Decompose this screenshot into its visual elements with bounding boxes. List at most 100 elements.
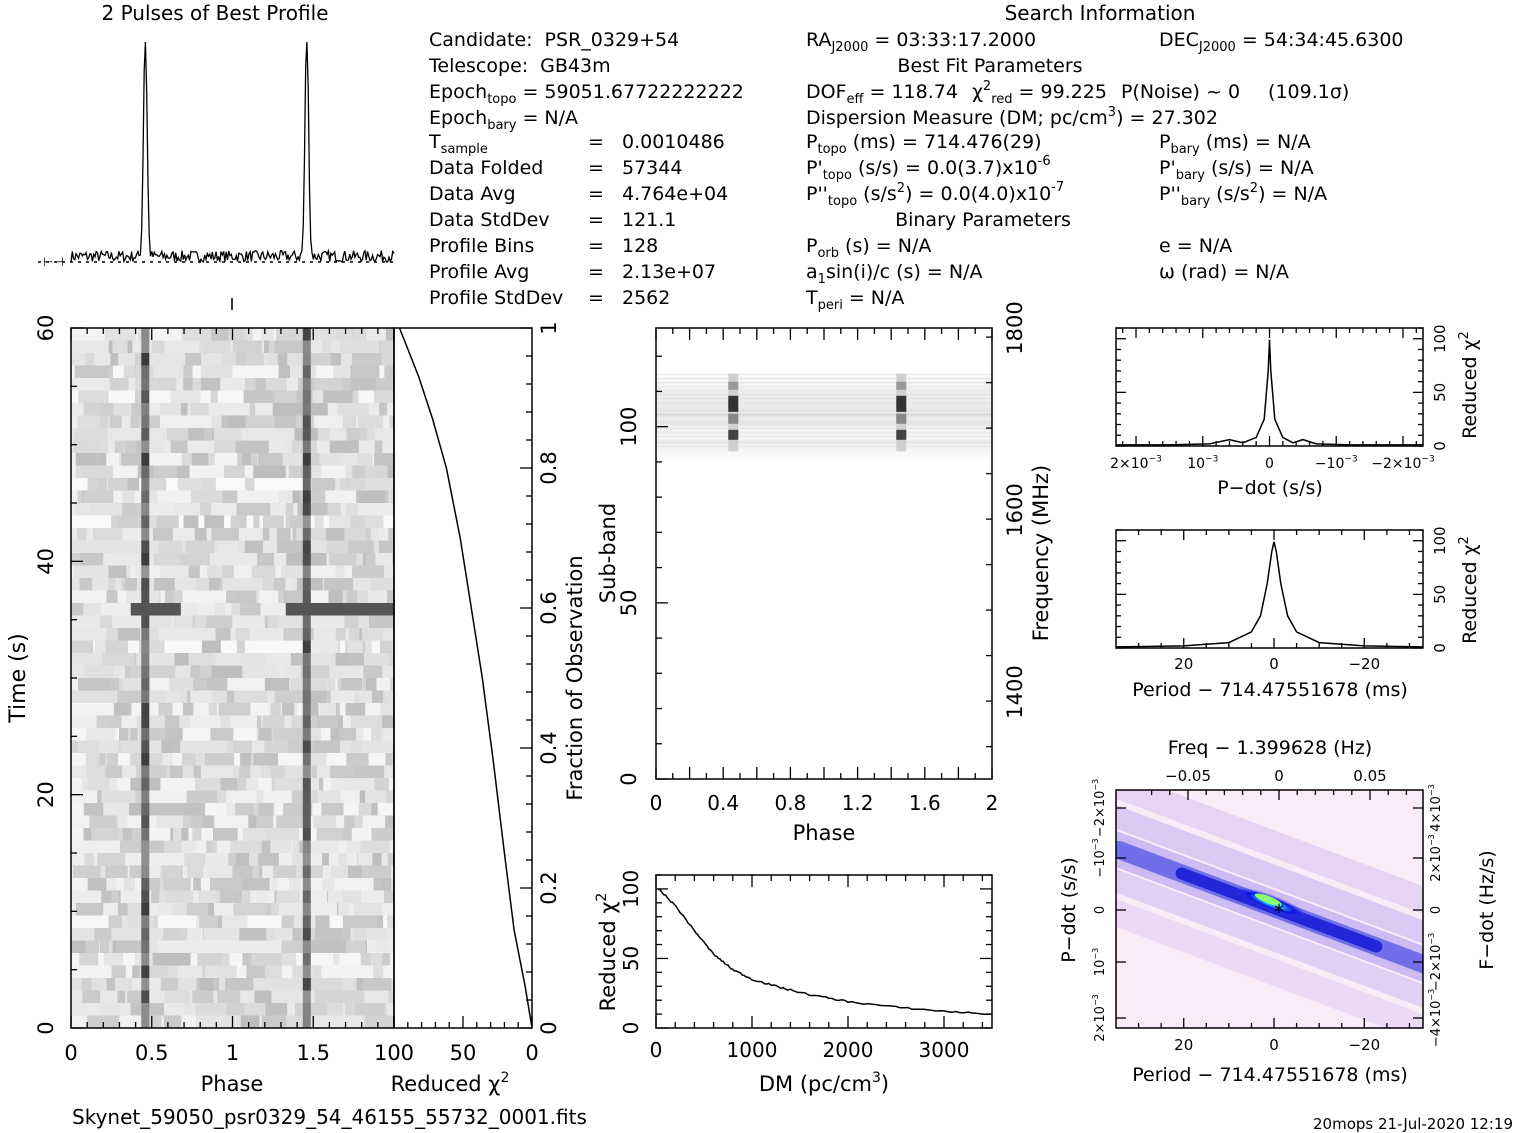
- time-phase-pulse: [141, 465, 150, 479]
- time-phase-speckle: [75, 453, 98, 466]
- pddtopo-sub: topo: [828, 194, 857, 209]
- time-phase-speckle: [318, 690, 327, 704]
- data-avg-label: Data Avg: [429, 183, 516, 205]
- time-phase-speckle: [110, 378, 122, 391]
- time-phase-speckle: [182, 653, 212, 666]
- data-folded-value: 57344: [622, 157, 682, 179]
- data-avg-value: 4.764e+04: [622, 183, 728, 205]
- time-phase-pulse: [302, 865, 311, 879]
- period-pdot-ytick-label: 0: [1093, 906, 1108, 914]
- pdot-chi-ylabel: Reduced χ2: [1457, 331, 1481, 439]
- time-phase-speckle: [381, 628, 394, 641]
- time-phase-speckle: [246, 965, 268, 979]
- time-phase-speckle: [380, 703, 394, 716]
- time-phase-pulse: [302, 515, 311, 529]
- dm-chi-xlabel: DM (pc/cm3): [759, 1070, 889, 1096]
- tsample-value: 0.0010486: [622, 131, 725, 153]
- time-phase-speckle: [170, 440, 188, 454]
- time-phase-pulse: [302, 403, 311, 416]
- time-phase-pulse: [302, 328, 311, 341]
- time-phase-speckle: [212, 828, 238, 841]
- pdot-chi-ticks: 2×10−3 10−3 0 −10−3 −2×10−3 0 50 100: [1110, 324, 1449, 472]
- time-phase-speckle: [363, 653, 390, 666]
- time-phase-speckle: [71, 640, 94, 654]
- time-phase-pulse: [141, 990, 150, 1004]
- time-phase-speckle: [243, 890, 251, 904]
- time-phase-speckle: [256, 815, 274, 829]
- time-phase-speckle: [239, 928, 267, 941]
- subband-channel: [656, 401, 992, 404]
- time-phase-speckle: [152, 365, 184, 379]
- time-phase-pulse: [141, 790, 150, 804]
- fit-info: RAJ2000 = 03:33:17.2000 DOFeff = 118.74 χ2r…: [805, 29, 1349, 313]
- eq-sign: =: [588, 157, 604, 179]
- time-phase-pulse: [141, 453, 150, 466]
- time-phase-speckle: [309, 328, 343, 341]
- a1-label: a: [806, 261, 818, 283]
- time-phase-speckle: [296, 528, 326, 541]
- time-phase-speckle: [233, 903, 267, 916]
- time-phase-pulse: [302, 453, 311, 466]
- subband-channel: [656, 449, 992, 452]
- time-phase-pulse: [141, 903, 150, 916]
- time-phase-speckle: [190, 690, 213, 704]
- time-phase-pulse: [141, 540, 150, 554]
- time-phase-speckle: [164, 990, 190, 1004]
- time-phase-speckle: [342, 915, 361, 929]
- time-phase-speckle: [206, 840, 213, 854]
- pdtopo-label: P': [806, 157, 823, 179]
- time-phase-speckle: [174, 653, 189, 666]
- time-phase-speckle: [306, 740, 340, 754]
- subband-pulse: [728, 373, 739, 452]
- svg-text:Pbary(ms) = N/A: Pbary (ms) = N/A: [1159, 131, 1311, 157]
- subband-channel: [656, 373, 992, 376]
- time-phase-speckle: [361, 865, 392, 879]
- epoch-topo-value: = 59051.67722222222: [522, 81, 743, 103]
- time-phase-pulse: [302, 653, 311, 666]
- dm-sup: 3: [1108, 105, 1116, 120]
- time-phase-speckle: [257, 553, 275, 566]
- time-phase-speckle: [122, 490, 135, 504]
- time-phase-pulse: [302, 465, 311, 479]
- pdot-chi-xtick-label: 0: [1265, 456, 1274, 472]
- time-phase-speckle: [74, 428, 108, 441]
- profile-bins-label: Profile Bins: [429, 235, 534, 257]
- time-phase-pulse: [141, 428, 150, 441]
- period-pdot-streak: [1116, 857, 1423, 1019]
- time-phase-speckle: [136, 715, 165, 729]
- svg-text:Ptopo(ms) = 714.476(29): Ptopo (ms) = 714.476(29): [806, 131, 1042, 157]
- time-phase-speckle: [346, 503, 358, 516]
- time-phase-speckle: [240, 1015, 260, 1029]
- time-phase-speckle: [350, 715, 383, 729]
- time-phase-speckle: [195, 1015, 222, 1029]
- time-phase-speckle: [130, 728, 138, 741]
- time-phase-pulse: [141, 965, 150, 979]
- time-phase-speckle: [148, 615, 172, 629]
- time-phase-speckle: [98, 753, 106, 766]
- time-phase-pulse: [141, 490, 150, 504]
- time-phase-speckle: [335, 628, 346, 641]
- period-pdot-frame: [1115, 789, 1424, 1029]
- period-pdot-toptick-label: 0.05: [1353, 767, 1386, 785]
- dof-sub: eff: [847, 92, 865, 107]
- time-phase-speckle: [209, 578, 221, 591]
- candidate-info: Candidate: PSR_0329+54 Telescope: GB43m Ep…: [428, 29, 744, 309]
- time-phase-speckle: [281, 565, 304, 579]
- period-pdot-ytick-label: −10−3: [1091, 838, 1108, 877]
- time-phase-speckle: [182, 765, 194, 779]
- time-phase-speckle: [262, 528, 270, 541]
- period-chi-xtick-label: −20: [1348, 655, 1380, 673]
- time-phase-speckle: [257, 453, 283, 466]
- time-phase-speckle: [314, 378, 343, 391]
- time-phase-speckle: [240, 603, 261, 616]
- time-phase-speckle: [359, 978, 392, 991]
- time-phase-pulse: [141, 715, 150, 729]
- time-phase-speckle: [99, 403, 114, 416]
- time-phase-speckle: [364, 465, 378, 479]
- pdtopo-value: (s/s) = 0.0(3.7)x10: [858, 157, 1038, 179]
- period-pdot-xtick-label: 20: [1174, 1036, 1193, 1054]
- time-phase-speckle: [353, 765, 385, 779]
- time-phase-speckle: [103, 953, 124, 966]
- time-phase-speckle: [226, 590, 237, 604]
